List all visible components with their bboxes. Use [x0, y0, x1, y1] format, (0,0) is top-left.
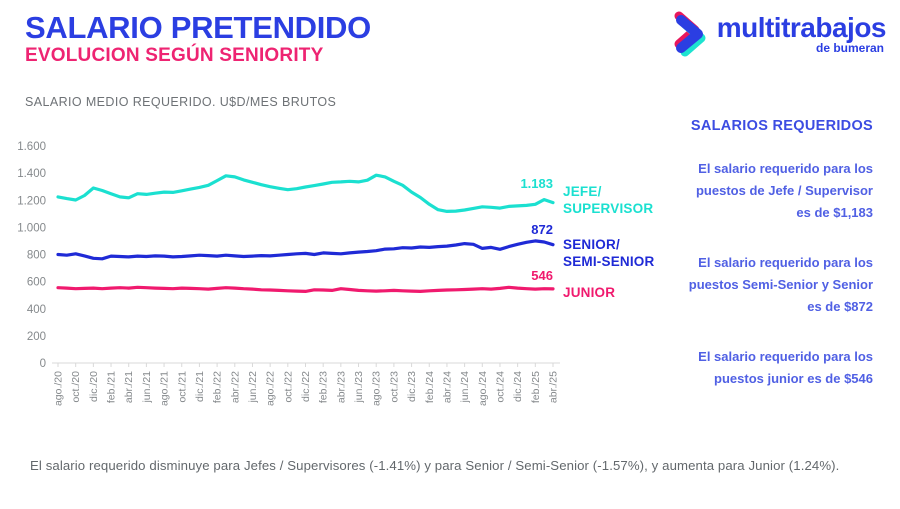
chart-area: 0 200 400 600 800 1.000 1.200 1.400 1.600 ago./20…: [0, 130, 680, 440]
svg-text:abr./22: abr./22: [229, 371, 241, 403]
svg-text:ago./20: ago./20: [53, 371, 65, 406]
svg-text:1.200: 1.200: [17, 195, 46, 207]
svg-text:ago./24: ago./24: [477, 371, 489, 406]
svg-text:ago./22: ago./22: [265, 371, 277, 406]
svg-text:abr./21: abr./21: [123, 371, 135, 403]
svg-text:1.400: 1.400: [17, 168, 46, 180]
side-panel-paragraph-junior: El salario requerido para los puestos ju…: [678, 346, 873, 390]
svg-text:600: 600: [27, 277, 46, 289]
svg-text:dic./23: dic./23: [406, 371, 418, 402]
svg-text:dic./24: dic./24: [512, 371, 524, 402]
svg-text:dic./21: dic./21: [194, 371, 206, 402]
page-subtitle: EVOLUCION SEGÚN SENIORITY: [25, 45, 324, 66]
chevron-logo-icon: [674, 11, 706, 57]
svg-text:jun./21: jun./21: [141, 371, 153, 404]
legend-jefe-line1: JEFE/: [563, 184, 602, 199]
paragraph-line: El salario requerido para los: [698, 349, 873, 364]
logo-brand-name: multitrabajos: [716, 12, 887, 43]
side-panel-heading: SALARIOS REQUERIDOS: [690, 118, 873, 134]
svg-text:feb./25: feb./25: [530, 371, 542, 403]
paragraph-line: puestos junior es de $546: [714, 371, 873, 386]
junior-end-value: 546: [531, 268, 553, 283]
svg-text:ago./21: ago./21: [159, 371, 171, 406]
svg-text:1.000: 1.000: [17, 222, 46, 234]
senior-end-value: 872: [531, 222, 553, 237]
svg-text:ago./23: ago./23: [371, 371, 383, 406]
side-panel-paragraph-jefe: El salario requerido para los puestos de…: [678, 158, 873, 224]
svg-text:abr./25: abr./25: [548, 371, 560, 403]
svg-text:oct./21: oct./21: [176, 371, 188, 403]
svg-text:400: 400: [27, 304, 46, 316]
paragraph-line: puestos de Jefe / Supervisor: [695, 183, 873, 198]
svg-text:200: 200: [27, 331, 46, 343]
side-panel: SALARIOS REQUERIDOS El salario requerido…: [678, 118, 873, 418]
side-panel-paragraph-senior: El salario requerido para los puestos Se…: [678, 252, 873, 318]
paragraph-line: El salario requerido para los: [698, 255, 873, 270]
svg-text:jun./24: jun./24: [459, 371, 471, 404]
logo-tagline: de bumeran: [815, 41, 884, 55]
svg-text:feb./21: feb./21: [106, 371, 118, 403]
footnote: El salario requerido disminuye para Jefe…: [30, 458, 840, 473]
chart-caption: SALARIO MEDIO REQUERIDO. U$D/MES BRUTOS: [25, 95, 337, 109]
page-title: SALARIO PRETENDIDO: [25, 10, 371, 45]
multitrabajos-logo: multitrabajos de bumeran: [670, 10, 887, 58]
svg-text:oct./23: oct./23: [388, 371, 400, 403]
svg-text:abr./23: abr./23: [335, 371, 347, 403]
svg-text:800: 800: [27, 250, 46, 262]
svg-text:dic./20: dic./20: [88, 371, 100, 402]
svg-text:0: 0: [40, 358, 46, 370]
paragraph-line: es de $872: [807, 299, 873, 314]
svg-text:oct./20: oct./20: [70, 371, 82, 403]
legend-jefe: JEFE/ SUPERVISOR: [563, 183, 653, 217]
paragraph-line: puestos Semi-Senior y Senior: [688, 277, 873, 292]
svg-text:feb./24: feb./24: [424, 371, 436, 403]
legend-junior-line1: JUNIOR: [563, 285, 616, 300]
paragraph-line: El salario requerido para los: [698, 161, 873, 176]
svg-text:oct./22: oct./22: [282, 371, 294, 403]
paragraph-line: es de $1,183: [796, 205, 873, 220]
svg-text:oct./24: oct./24: [494, 371, 506, 403]
svg-text:1.600: 1.600: [17, 141, 46, 153]
legend-senior: SENIOR/ SEMI-SENIOR: [563, 236, 654, 270]
jefe-end-value: 1.183: [520, 176, 553, 191]
legend-senior-line1: SENIOR/: [563, 237, 620, 252]
svg-text:feb./23: feb./23: [318, 371, 330, 403]
svg-text:feb./22: feb./22: [212, 371, 224, 403]
legend-jefe-line2: SUPERVISOR: [563, 201, 654, 216]
svg-text:abr./24: abr./24: [441, 371, 453, 403]
svg-text:jun./23: jun./23: [353, 371, 365, 404]
legend-senior-line2: SEMI-SENIOR: [563, 254, 655, 269]
svg-text:jun./22: jun./22: [247, 371, 259, 404]
legend-junior: JUNIOR: [563, 284, 615, 301]
svg-text:dic./22: dic./22: [300, 371, 312, 402]
seniority-line-chart: 0 200 400 600 800 1.000 1.200 1.400 1.600 ago./20…: [17, 141, 560, 406]
